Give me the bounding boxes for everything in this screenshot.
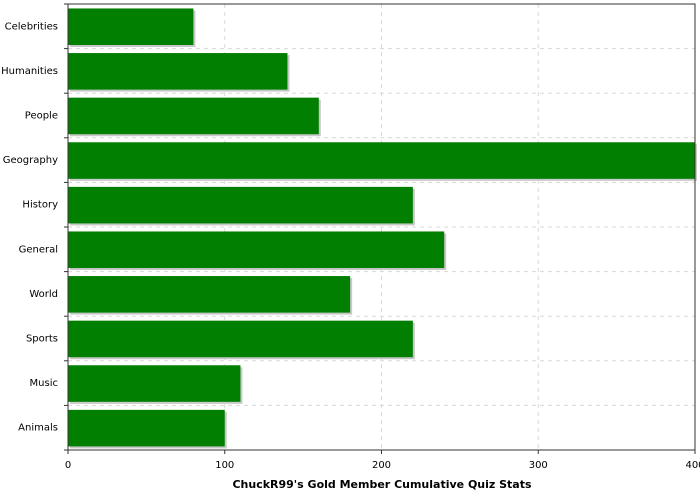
x-tick-label: 0 xyxy=(65,460,71,471)
y-tick-label: Sports xyxy=(26,334,58,345)
x-tick-label: 100 xyxy=(215,460,234,471)
bar xyxy=(68,231,445,269)
x-tick-label: 200 xyxy=(372,460,391,471)
bar xyxy=(68,365,241,402)
y-tick-label: Music xyxy=(30,378,58,389)
x-tick-label: 300 xyxy=(529,460,548,471)
bar xyxy=(68,53,288,90)
y-tick-label: World xyxy=(29,289,58,300)
y-tick-label: Animals xyxy=(18,423,58,434)
y-tick-label: General xyxy=(19,244,58,255)
bar xyxy=(68,320,413,358)
bar xyxy=(68,186,413,224)
x-axis-label: ChuckR99's Gold Member Cumulative Quiz S… xyxy=(232,478,532,491)
y-tick-label: People xyxy=(25,111,58,122)
bar xyxy=(68,97,319,135)
plot-border xyxy=(67,3,696,451)
y-tick-label: Geography xyxy=(3,155,58,166)
bar xyxy=(68,142,695,179)
bar xyxy=(68,409,225,447)
bar xyxy=(68,8,194,46)
y-tick-label: History xyxy=(22,200,58,211)
y-tick-label: Humanities xyxy=(1,66,58,77)
x-tick-label: 400 xyxy=(685,460,700,471)
bar xyxy=(68,276,351,313)
y-tick-label: Celebrities xyxy=(5,21,58,32)
